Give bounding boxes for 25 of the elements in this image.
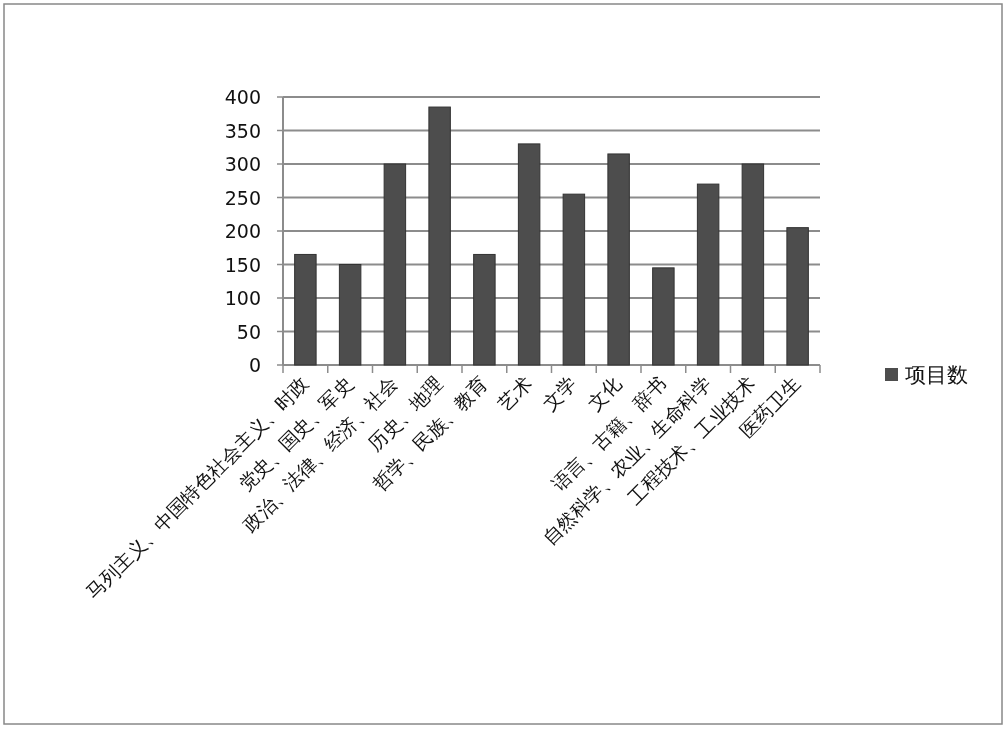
x-tick-label: 艺术 <box>493 372 536 415</box>
bar <box>383 163 407 366</box>
x-tick-label: 文学 <box>538 372 581 415</box>
legend-label: 项目数 <box>905 363 968 387</box>
bar <box>652 267 675 366</box>
bar <box>607 153 630 366</box>
y-tick-label: 300 <box>224 153 261 175</box>
y-tick-label: 250 <box>224 186 261 209</box>
y-tick-label: 350 <box>224 119 261 142</box>
y-tick-label: 150 <box>224 253 261 276</box>
x-tick-label: 文化 <box>583 372 626 415</box>
y-tick-label: 400 <box>224 86 261 108</box>
bar <box>428 106 451 366</box>
bar <box>741 163 765 366</box>
bar <box>786 227 809 366</box>
y-tick-label: 100 <box>224 287 261 309</box>
bar <box>473 253 496 366</box>
bar <box>696 183 720 366</box>
bar <box>562 193 586 366</box>
y-tick-label: 200 <box>224 220 261 242</box>
y-tick-label: 0 <box>248 354 261 376</box>
y-tick-label: 50 <box>236 320 261 343</box>
bar <box>294 253 317 366</box>
bar <box>517 143 541 366</box>
bar <box>338 264 362 366</box>
